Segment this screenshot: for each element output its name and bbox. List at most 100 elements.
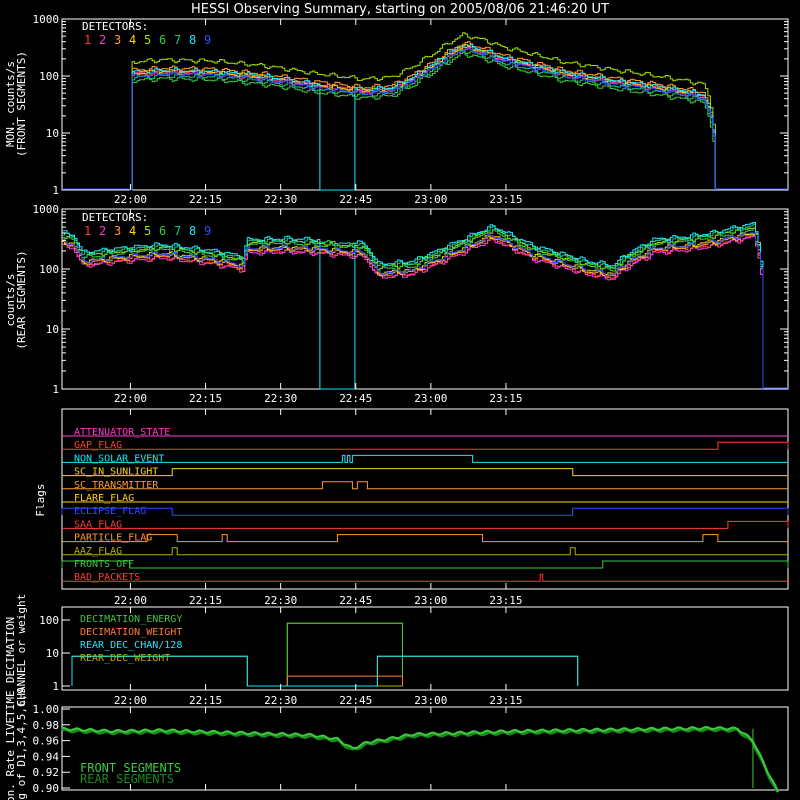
decimation-xtick-label: 22:00	[114, 694, 147, 707]
decimation-legend: DECIMATION_ENERGY DECIMATION_WEIGHT REAR_D…	[80, 614, 182, 664]
decimation-ytick-label: 100	[39, 614, 59, 627]
rear-xtick-label: 22:00	[114, 392, 147, 405]
panel-rear-axes: 1 10 100 1000 22:00 22:15 22:30 22:45 23:00 23:15	[33, 203, 788, 405]
detector-number-2: 2	[99, 33, 106, 47]
flag-label-attenuator_state: ATTENUATOR_STATE	[74, 427, 170, 438]
detector-4-series	[129, 44, 716, 191]
livetime-ylabel-line2: avg of D1,3,4,5,6,9	[15, 687, 28, 800]
livetime-series	[61, 725, 780, 793]
detector-number-3: 3	[114, 33, 121, 47]
front-xtick-label: 22:45	[339, 193, 372, 206]
flag-trace-aaz_flag	[62, 547, 788, 556]
front-ytick-label: 100	[39, 70, 59, 83]
front-ytick-label: 10	[46, 127, 59, 140]
flag-label-bad_packets: BAD_PACKETS	[74, 572, 140, 583]
flags-ylabel: Flags	[34, 483, 47, 516]
rear-ytick-label: 1	[52, 383, 59, 396]
flag-trace-fronts_off	[61, 560, 789, 569]
flag-label-eclipse_flag: ECLIPSE_FLAG	[74, 506, 146, 517]
panel-decimation-frame	[61, 606, 789, 691]
flags-xtick-label: 22:30	[264, 594, 297, 607]
flag-rows: ATTENUATOR_STATE GAP_FLAG NON_SOLAR_EVENT S…	[61, 427, 789, 583]
flags-xtick-label: 22:45	[339, 594, 372, 607]
flag-trace-bad_packets	[62, 573, 788, 582]
front-xtick-label: 22:30	[264, 193, 297, 206]
front-ytick-label: 1000	[33, 13, 60, 26]
livetime-legend-entry: FRONT SEGMENTS	[80, 761, 181, 775]
livetime-ytick-label: 0.90	[33, 782, 60, 795]
front-xtick-label: 23:15	[489, 193, 522, 206]
detector-number-3: 3	[114, 224, 121, 238]
panel-front-frame	[61, 18, 789, 191]
livetime-front-series	[61, 725, 779, 793]
rear-xtick-label: 22:45	[339, 392, 372, 405]
detector-3-series	[129, 41, 716, 191]
decimation-ylabel-line1: DECIMATION	[4, 617, 17, 683]
decimation-xtick-label: 23:15	[489, 694, 522, 707]
flag-label-sc_in_sunlight: SC_IN_SUNLIGHT	[74, 467, 158, 478]
panel-decimation: 100 10 1 22:00 22:15 22:30 22:45 23:00 23:15 DEC…	[4, 594, 789, 707]
panel-flags: ATTENUATOR_STATE GAP_FLAG NON_SOLAR_EVENT S…	[34, 408, 789, 607]
rear-xtick-label: 23:15	[489, 392, 522, 405]
detector-number-8: 8	[189, 33, 196, 47]
panel-front: 1 10 100 1000 22:00 22:15 22:30 22:45 23:00 23:15…	[4, 13, 789, 206]
panel-livetime: 1.00 0.98 0.96 0.94 0.92 0.90 FRONT SEGMENTSR…	[4, 687, 789, 800]
flag-label-non_solar_event: NON_SOLAR_EVENT	[74, 453, 164, 464]
flag-trace-saa_flag	[62, 520, 789, 529]
rear-ylabel-line2: (REAR SEGMENTS)	[15, 250, 28, 349]
livetime-ylabel-line1: Mon. Rate LIVETIME	[4, 690, 17, 800]
detector-number-1: 1	[84, 224, 91, 238]
detector-9-series	[129, 47, 716, 191]
flag-label-saa_flag: SAA_FLAG	[74, 519, 122, 530]
panel-livetime-frame	[61, 706, 789, 791]
rear-ylabel-line1: counts/s	[4, 274, 17, 327]
livetime-rear-series	[61, 726, 780, 793]
rear-xtick-label: 22:15	[189, 392, 222, 405]
flags-xtick-label: 23:15	[489, 594, 522, 607]
detector-number-7: 7	[174, 224, 181, 238]
decimation-legend-entry: DECIMATION_WEIGHT	[80, 627, 182, 638]
rear-detectors-header: DETECTORS:	[82, 211, 148, 224]
flag-label-sc_transmitter: SC_TRANSMITTER	[74, 480, 159, 491]
detector-8-series	[62, 222, 764, 390]
detector-number-4: 4	[129, 224, 136, 238]
flag-trace-gap_flag	[62, 441, 789, 450]
detector-number-6: 6	[159, 33, 166, 47]
panel-decimation-axes: 100 10 1 22:00 22:15 22:30 22:45 23:00 23:15	[39, 607, 523, 707]
decimation-legend-entry: REAR_DEC_WEIGHT	[80, 653, 170, 664]
front-xtick-label: 23:00	[414, 193, 447, 206]
livetime-ytick-label: 0.94	[33, 750, 60, 763]
front-detectors-header: DETECTORS:	[82, 20, 148, 33]
panel-livetime-axes: 1.00 0.98 0.96 0.94 0.92 0.90	[33, 703, 507, 795]
decimation-series	[71, 622, 579, 687]
front-ytick-label: 1	[52, 184, 59, 197]
front-ylabel-line1: MON. counts/s	[4, 61, 17, 147]
rear-xtick-label: 22:30	[264, 392, 297, 405]
detector-1-series	[129, 46, 716, 191]
detector-1-series	[62, 233, 764, 389]
decimation-legend-entry: REAR_DEC_CHAN/128	[80, 640, 182, 651]
panel-front-axes: 1 10 100 1000 22:00 22:15 22:30 22:45 23:00 23:15	[33, 13, 788, 206]
detector-number-4: 4	[129, 33, 136, 47]
detector-number-8: 8	[189, 224, 196, 238]
front-xtick-label: 22:15	[189, 193, 222, 206]
livetime-ytick-label: 0.92	[33, 766, 60, 779]
flags-xtick-label: 23:00	[414, 594, 447, 607]
livetime-ytick-label: 0.96	[33, 735, 60, 748]
detector-number-1: 1	[84, 33, 91, 47]
detector-number-2: 2	[99, 224, 106, 238]
panel-front-series	[62, 32, 788, 191]
detector-8-series	[129, 44, 716, 191]
detector-number-5: 5	[144, 224, 151, 238]
detector-number-9: 9	[204, 33, 211, 47]
front-xtick-label: 22:00	[114, 193, 147, 206]
decimation-xtick-label: 22:45	[339, 694, 372, 707]
decimation-step-1	[286, 622, 403, 686]
decimation-step-3	[71, 655, 579, 687]
livetime-ytick-label: 0.98	[33, 719, 60, 732]
flag-label-fronts_off: FRONTS_OFF	[74, 559, 134, 570]
front-ylabel-line2: (FRONT SEGMENTS)	[15, 51, 28, 157]
